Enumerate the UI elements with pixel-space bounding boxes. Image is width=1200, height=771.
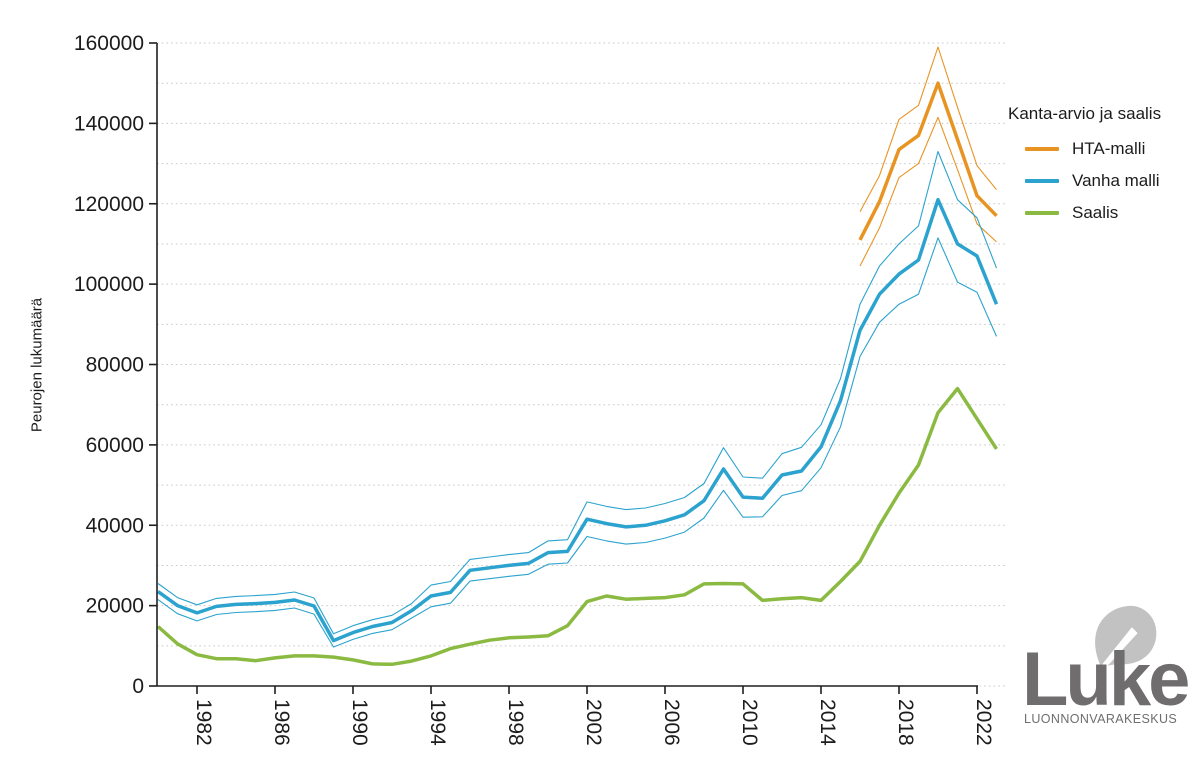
x-tick-label: 1998 (504, 699, 527, 746)
y-tick-label: 40000 (86, 514, 144, 537)
x-tick-label: 2022 (972, 699, 995, 746)
hta-malli-line-swatch (1025, 146, 1059, 151)
legend-item-vanha-malli: Vanha malli (1008, 170, 1193, 190)
x-tick-label: 1994 (426, 699, 449, 746)
x-tick-label: 2014 (816, 699, 839, 746)
band-upper-hta-malli (859, 46, 997, 213)
x-tick-label: 2018 (894, 699, 917, 746)
legend-label: Vanha malli (1072, 170, 1160, 190)
legend-item-saalis: Saalis (1008, 202, 1193, 222)
x-tick-label: 2002 (582, 699, 605, 746)
x-tick-label: 1986 (270, 699, 293, 746)
y-tick-label: 140000 (74, 112, 144, 135)
vanha-malli-line-swatch (1025, 178, 1059, 183)
y-tick-label: 120000 (74, 193, 144, 216)
x-tick-label: 2010 (738, 699, 761, 746)
luke-leaf-icon (1095, 605, 1157, 671)
band-upper-vanha-malli (157, 150, 998, 635)
series-line-saalis (156, 386, 998, 667)
legend-label: HTA-malli (1072, 138, 1146, 158)
legend-label: Saalis (1072, 202, 1119, 222)
series-line-vanha-malli (156, 197, 999, 643)
y-tick-label: 100000 (74, 273, 144, 296)
y-tick-label: 60000 (86, 434, 144, 457)
luke-subtitle: LUONNONVARAKESKUS (1024, 712, 1178, 726)
luke-wordmark: Luke (1022, 637, 1190, 722)
luke-logo: Luke LUONNONVARAKESKUS (1022, 598, 1190, 748)
x-tick-label: 2006 (660, 699, 683, 746)
series-line-hta-malli (858, 81, 998, 241)
y-tick-label: 160000 (74, 32, 144, 55)
y-tick-label: 0 (132, 675, 144, 698)
y-tick-label: 80000 (86, 354, 144, 377)
y-tick-label: 20000 (86, 595, 144, 618)
saalis-line-swatch (1025, 210, 1059, 215)
band-lower-vanha-malli (157, 237, 998, 648)
chart-legend: Kanta-arvio ja saalis HTA-malli Vanha ma… (1008, 104, 1193, 236)
legend-title: Kanta-arvio ja saalis (1008, 104, 1162, 123)
legend-item-hta-malli: HTA-malli (1008, 138, 1193, 158)
x-tick-label: 1990 (348, 699, 371, 746)
x-tick-label: 1982 (192, 699, 215, 746)
y-axis-title: Peurojen lukumäärä (28, 297, 46, 433)
